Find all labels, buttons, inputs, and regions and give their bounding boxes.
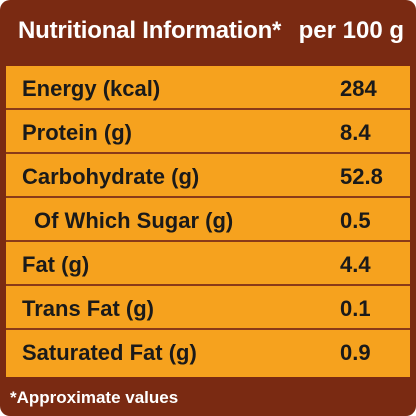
table-header: Nutritional Information* per 100 g <box>0 0 416 66</box>
nutrient-label: Fat (g) <box>22 252 90 277</box>
row-energy: Energy (kcal) 284 <box>6 66 410 110</box>
row-saturated-fat: Saturated Fat (g) 0.9 <box>6 330 410 374</box>
row-protein: Protein (g) 8.4 <box>6 110 410 154</box>
nutrient-value: 4.4 <box>340 252 371 277</box>
per-unit-label: per 100 g <box>298 17 404 44</box>
nutrient-label: Energy (kcal) <box>22 76 161 101</box>
row-trans-fat: Trans Fat (g) 0.1 <box>6 286 410 330</box>
nutrient-label: Saturated Fat (g) <box>22 340 197 365</box>
table-title: Nutritional Information* <box>18 17 282 44</box>
nutrient-label: Trans Fat (g) <box>22 296 155 321</box>
table-footer: *Approximate values <box>0 377 416 416</box>
nutrient-label: Of Which Sugar (g) <box>34 208 234 233</box>
nutrient-value: 284 <box>340 76 377 101</box>
nutrient-value: 0.5 <box>340 208 371 233</box>
nutrient-value: 8.4 <box>340 120 371 145</box>
row-fat: Fat (g) 4.4 <box>6 242 410 286</box>
nutrient-value: 0.1 <box>340 296 371 321</box>
nutrition-table: Energy (kcal) 284 Protein (g) 8.4 Carboh… <box>6 66 410 377</box>
footnote: *Approximate values <box>10 388 179 407</box>
nutrient-value: 52.8 <box>340 164 383 189</box>
nutrient-label: Carbohydrate (g) <box>22 164 200 189</box>
row-sugar: Of Which Sugar (g) 0.5 <box>6 198 410 242</box>
row-carbohydrate: Carbohydrate (g) 52.8 <box>6 154 410 198</box>
nutrient-value: 0.9 <box>340 340 371 365</box>
nutrient-label: Protein (g) <box>22 120 132 145</box>
